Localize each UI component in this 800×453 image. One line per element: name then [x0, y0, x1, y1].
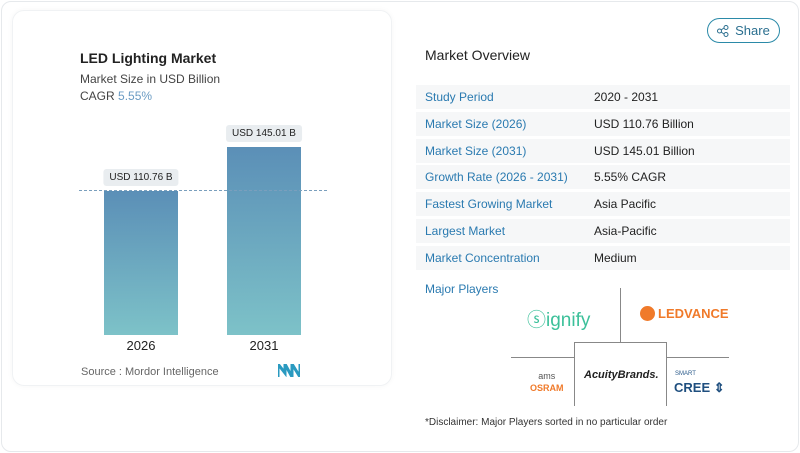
- cree-logo: CREE ⇕: [674, 380, 725, 395]
- row-value: 5.55% CAGR: [594, 170, 667, 185]
- overview-row: Market Concentration Medium: [416, 245, 790, 270]
- share-button[interactable]: Share: [707, 18, 780, 43]
- row-value: USD 110.76 Billion: [594, 116, 694, 131]
- row-value: Medium: [594, 250, 637, 265]
- share-label: Share: [735, 23, 770, 38]
- source: Source : Mordor Intelligence: [81, 366, 219, 378]
- x-tick-label: 2031: [249, 338, 279, 353]
- ledvance-logo: LEDVANCE: [640, 306, 729, 321]
- data-label: USD 145.01 B: [226, 124, 302, 142]
- cagr-value: 5.55%: [118, 89, 153, 103]
- cagr-label: CAGR: [80, 89, 115, 103]
- row-value: Asia Pacific: [594, 197, 657, 212]
- overview-row: Market Size (2031) USD 145.01 Billion: [416, 138, 790, 163]
- row-value: Asia-Pacific: [594, 224, 657, 238]
- ams-osram-logo: ams OSRAM: [530, 371, 564, 393]
- major-players-title: Major Players: [425, 282, 499, 296]
- row-label: Fastest Growing Market: [425, 197, 553, 212]
- chart-title: LED Lighting Market: [80, 50, 217, 66]
- signify-logo: ⓢignify: [527, 310, 591, 331]
- x-tick-label: 2026: [126, 338, 156, 353]
- chart-subtitle: Market Size in USD Billion: [80, 72, 221, 86]
- bar-2026: [104, 191, 178, 335]
- overview-title: Market Overview: [425, 47, 531, 63]
- overview-row: Study Period 2020 - 2031: [416, 85, 790, 109]
- row-label: Market Size (2026): [425, 116, 527, 131]
- smart-logo: SMART: [675, 371, 696, 377]
- mordor-logo-icon: [278, 364, 300, 377]
- chart-card: [12, 10, 392, 386]
- overview-row: Growth Rate (2026 - 2031) 5.55% CAGR: [416, 165, 790, 190]
- row-label: Study Period: [425, 90, 494, 104]
- data-label: USD 110.76 B: [103, 169, 179, 187]
- row-label: Market Size (2031): [425, 143, 527, 158]
- overview-row: Largest Market Asia-Pacific: [416, 219, 790, 243]
- acuity-brands-logo: AcuityBrands.: [584, 369, 659, 381]
- cagr: CAGR 5.55%: [80, 89, 152, 103]
- row-label: Market Concentration: [425, 250, 540, 265]
- logo-box: [574, 342, 667, 406]
- overview-row: Fastest Growing Market Asia Pacific: [416, 192, 790, 217]
- bar-2031: [227, 146, 301, 335]
- disclaimer: *Disclaimer: Major Players sorted in no …: [425, 417, 668, 428]
- row-value: USD 145.01 Billion: [594, 143, 695, 158]
- overview-row: Market Size (2026) USD 110.76 Billion: [416, 111, 790, 136]
- share-icon: [717, 24, 729, 37]
- row-label: Growth Rate (2026 - 2031): [425, 170, 568, 185]
- row-label: Largest Market: [425, 224, 506, 238]
- reference-line: [79, 190, 327, 191]
- row-value: 2020 - 2031: [594, 90, 659, 104]
